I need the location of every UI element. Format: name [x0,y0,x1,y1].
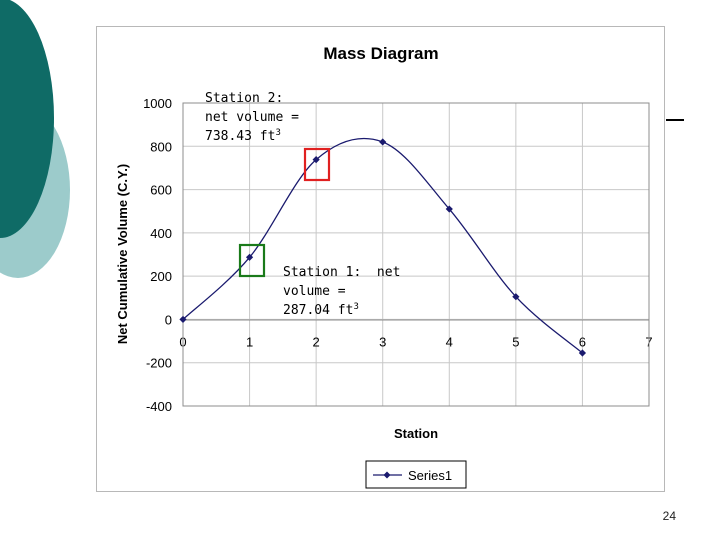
dash-mark [666,119,684,121]
x-tick-label: 6 [579,334,586,349]
y-tick-label: -200 [146,356,172,371]
x-tick-label: 3 [379,334,386,349]
station2-value: 738.43 ft [205,129,275,144]
y-tick-label: -400 [146,399,172,414]
station1-line3: 287.04 ft3 [283,302,359,318]
annotation-station1: Station 1: net volume = 287.04 ft3 [283,265,400,318]
plot-area-border [182,102,650,407]
station1-value: 287.04 ft [283,303,353,318]
station1-line2: volume = [283,284,346,299]
station2-highlight-box [303,147,331,182]
station2-exponent: 3 [275,128,280,138]
station1-exponent: 3 [353,302,358,312]
y-tick-label: 800 [150,139,172,154]
series1-points [179,138,587,357]
y-tick-label: 600 [150,183,172,198]
x-tick-label: 2 [313,334,320,349]
series1-point [312,156,320,164]
x-tick-label: 1 [246,334,253,349]
y-tick-label: 1000 [143,96,172,111]
series1-point [245,253,254,261]
station2-line3: 738.43 ft3 [205,128,281,144]
chart-frame [96,26,665,492]
y-axis-label: Net Cumulative Volume (C.Y.) [115,164,130,344]
y-tick-label: 200 [150,269,172,284]
legend-marker [383,471,391,479]
annotation-station2: Station 2: net volume = 738.43 ft3 [205,91,299,144]
station2-line1: Station 2: [205,91,283,106]
page-number: 24 [662,509,676,523]
series1-point [179,315,187,324]
series1-point [578,349,587,357]
y-tick-label: 400 [150,226,172,241]
chart-title: Mass Diagram [323,44,438,63]
station1-line1: Station 1: net [283,265,400,280]
series1-point [379,138,387,146]
legend: Series1 [365,460,467,489]
series1-point [445,205,453,213]
x-tick-label: 4 [446,334,453,349]
grid-lines [182,102,650,407]
y-tick-label: 0 [165,312,172,327]
x-tick-label: 5 [512,334,519,349]
station1-highlight-box [238,243,266,278]
decor-circle-dark [0,0,54,238]
series1-point [512,293,520,301]
y-tick-labels: 1000 800 600 400 200 0 -200 -400 [143,96,172,414]
x-axis-label: Station [394,426,438,441]
legend-label: Series1 [408,468,452,483]
station2-line2: net volume = [205,110,299,125]
